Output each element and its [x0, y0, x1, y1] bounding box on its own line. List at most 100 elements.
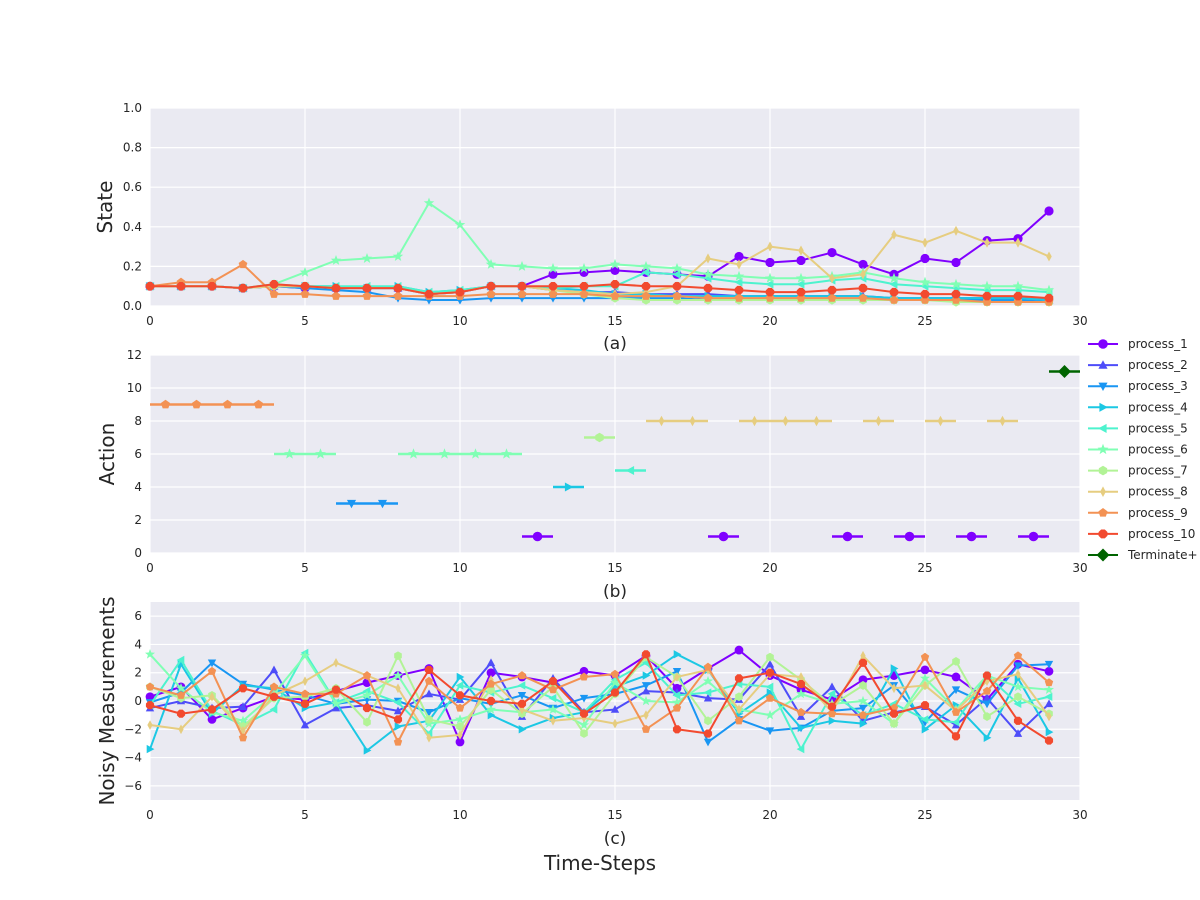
data-point-process_10 [889, 287, 899, 297]
data-point-process_10 [145, 281, 155, 291]
data-point-process_8 [1015, 237, 1021, 248]
data-point-process_1 [548, 269, 558, 279]
legend-label: process_4 [1128, 400, 1188, 414]
data-point-process_6 [485, 704, 497, 714]
data-point-process_10 [765, 287, 775, 297]
data-point-process_7 [983, 712, 991, 721]
y-tick-label: 2 [134, 513, 142, 527]
x-tick-label: 0 [146, 808, 154, 822]
action-marker-process_8 [875, 415, 882, 427]
data-point-process_8 [922, 680, 928, 691]
series-process_9 [150, 399, 274, 409]
y-axis-label: Noisy Measurements [95, 596, 119, 805]
legend-label: process_1 [1128, 337, 1188, 351]
data-point-process_6 [175, 682, 187, 693]
data-point-process_10 [393, 283, 403, 293]
action-marker-process_1 [842, 531, 853, 542]
action-marker-process_5 [625, 465, 635, 476]
y-tick-label: 0.6 [123, 180, 142, 194]
data-point-process_10 [424, 665, 434, 674]
legend-label: process_10 [1128, 527, 1195, 541]
x-tick-label: 30 [1072, 314, 1087, 328]
data-point-process_6 [330, 698, 342, 709]
legend-marker [1098, 465, 1108, 476]
data-point-process_2 [486, 658, 496, 667]
legend-marker [1097, 443, 1109, 455]
data-point-process_7 [394, 651, 402, 661]
legend-label: process_8 [1128, 485, 1188, 499]
data-point-process_10 [610, 688, 620, 697]
legend-marker [1098, 382, 1108, 391]
action-marker-process_6 [439, 448, 450, 459]
action-marker-process_3 [377, 499, 388, 509]
series-line-process_10 [150, 283, 1050, 300]
data-point-process_10 [858, 658, 868, 667]
action-marker-process_8 [999, 415, 1006, 427]
data-point-process_5 [889, 279, 898, 289]
action-marker-process_8 [782, 415, 789, 427]
data-point-process_1 [610, 265, 620, 275]
data-point-process_8 [798, 245, 804, 256]
action-marker-process_3 [346, 499, 357, 509]
data-point-process_8 [984, 237, 990, 248]
y-tick-label: 10 [127, 381, 142, 395]
data-point-process_10 [672, 281, 682, 291]
data-point-process_5 [827, 689, 836, 699]
data-point-process_6 [981, 280, 993, 291]
y-tick-label: 1.0 [123, 101, 142, 115]
legend-item-process-4: process_4 [1088, 400, 1188, 414]
data-point-process_8 [395, 683, 401, 694]
data-point-process_7 [363, 717, 371, 727]
data-point-process_6 [702, 675, 714, 686]
data-point-process_2 [1013, 729, 1023, 737]
data-point-process_8 [1015, 669, 1021, 679]
data-point-process_1 [145, 692, 155, 702]
legend-label: process_5 [1128, 421, 1188, 435]
data-point-process_9 [920, 652, 930, 661]
legend-label: process_2 [1128, 358, 1188, 372]
data-point-process_9 [486, 679, 496, 688]
action-marker-process_1 [966, 531, 977, 542]
data-point-process_5 [796, 744, 805, 754]
x-tick-label: 15 [607, 314, 622, 328]
data-point-process_8 [457, 730, 463, 740]
data-point-process_9 [269, 682, 279, 691]
action-marker-process_6 [470, 448, 481, 459]
data-point-process_9 [858, 710, 868, 719]
data-point-process_4 [828, 716, 837, 725]
y-tick-label: −6 [124, 779, 142, 793]
legend-label: Terminate+ [1127, 548, 1198, 562]
data-point-process_6 [733, 270, 745, 281]
data-point-process_2 [827, 682, 837, 691]
data-point-process_1 [579, 666, 589, 676]
series-process_10 [145, 650, 1054, 745]
data-point-process_6 [237, 715, 249, 726]
legend-item-terminate: Terminate+ [1088, 548, 1198, 562]
data-point-process_1 [734, 645, 744, 655]
action-marker-process_6 [408, 448, 419, 459]
action-marker-process_1 [718, 531, 729, 542]
data-point-process_9 [176, 690, 186, 699]
data-point-process_10 [765, 668, 775, 677]
data-point-process_9 [951, 707, 961, 716]
y-tick-label: 0 [134, 546, 142, 560]
data-point-process_3 [672, 668, 682, 676]
x-tick-label: 5 [301, 561, 309, 575]
data-point-process_2 [269, 665, 279, 674]
data-point-process_1 [455, 737, 465, 747]
data-point-process_6 [454, 714, 466, 724]
legend-marker [1100, 486, 1106, 497]
legend-marker [1096, 548, 1110, 562]
data-point-process_9 [517, 289, 527, 298]
series-line-process_8 [149, 654, 1050, 739]
data-point-process_9 [827, 709, 837, 718]
data-point-process_6 [361, 690, 373, 700]
series-process_8 [646, 415, 1018, 427]
data-point-process_7 [1014, 692, 1022, 702]
panel-label: (b) [603, 582, 627, 602]
data-point-process_9 [641, 291, 651, 300]
data-point-process_10 [1044, 736, 1054, 745]
data-point-process_6 [578, 262, 590, 273]
action-marker-process_8 [813, 415, 820, 427]
data-point-process_9 [672, 703, 682, 712]
